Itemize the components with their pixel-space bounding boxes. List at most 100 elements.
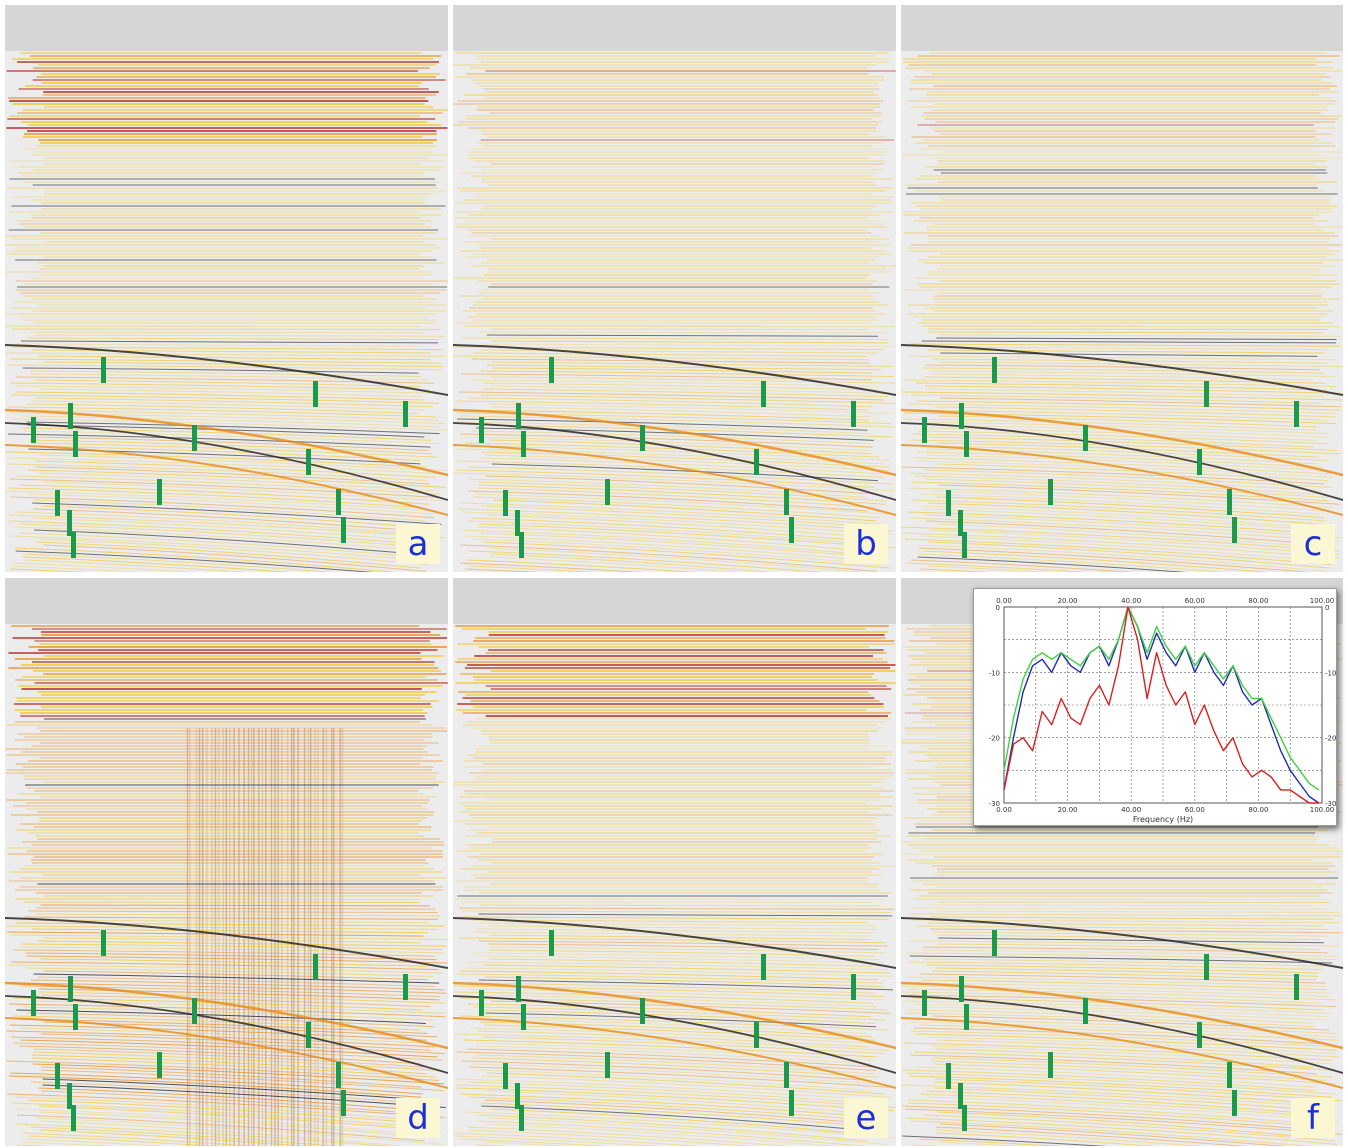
well-marker — [992, 930, 997, 956]
well-marker — [313, 381, 318, 407]
panel-label-c: c — [1291, 524, 1335, 564]
well-marker — [336, 489, 341, 515]
well-marker — [946, 1063, 951, 1089]
well-marker — [67, 510, 72, 536]
well-marker — [1294, 974, 1299, 1000]
seismic-panel-b: b — [453, 5, 896, 572]
x-axis-title: Frequency (Hz) — [1133, 815, 1193, 824]
well-marker — [761, 381, 766, 407]
well-marker — [503, 490, 508, 516]
y-tick-label: -10 — [989, 669, 1000, 677]
well-marker — [605, 1052, 610, 1078]
well-marker — [922, 990, 927, 1016]
well-marker — [192, 998, 197, 1024]
well-marker — [1197, 1022, 1202, 1048]
y-tick-label: -20 — [989, 735, 1000, 743]
well-marker — [31, 990, 36, 1016]
spectrum-series-2 — [1003, 606, 1319, 804]
well-marker — [403, 974, 408, 1000]
well-marker — [1083, 425, 1088, 451]
x-tick-label-top: 40.00 — [1121, 597, 1141, 605]
well-marker — [958, 1083, 963, 1109]
x-tick-label-bottom: 20.00 — [1058, 806, 1078, 814]
seismic-section-e — [453, 578, 896, 1146]
well-marker — [341, 1090, 346, 1116]
well-marker — [479, 990, 484, 1016]
seismic-panel-a: a — [5, 5, 448, 572]
panel-label-b: b — [844, 524, 888, 564]
frequency-spectrum-chart: 0.00 20.00 40.00 60.00 80.00 100.00 0.00 20.00 4… — [973, 588, 1337, 826]
well-marker — [503, 1063, 508, 1089]
well-marker — [851, 974, 856, 1000]
well-marker — [515, 1083, 520, 1109]
well-marker — [1083, 998, 1088, 1024]
well-marker — [959, 403, 964, 429]
well-marker — [964, 431, 969, 457]
seismic-section-a — [5, 5, 448, 572]
well-marker — [761, 954, 766, 980]
well-marker — [157, 479, 162, 505]
well-marker — [516, 976, 521, 1002]
well-marker — [68, 403, 73, 429]
well-marker — [1204, 954, 1209, 980]
well-marker — [962, 1105, 967, 1131]
well-marker — [521, 1004, 526, 1030]
well-marker — [640, 998, 645, 1024]
x-tick-label-top: 100.00 — [1310, 597, 1335, 605]
well-marker — [306, 449, 311, 475]
well-marker — [519, 532, 524, 558]
well-marker — [958, 510, 963, 536]
y-tick-label-right: -20 — [1325, 735, 1336, 743]
x-tick-label-bottom: 60.00 — [1185, 806, 1205, 814]
seismic-section-c — [901, 5, 1343, 572]
well-marker — [789, 1090, 794, 1116]
well-marker — [1232, 1090, 1237, 1116]
seismic-panel-c: c — [901, 5, 1343, 572]
well-marker — [1227, 1062, 1232, 1088]
well-marker — [515, 510, 520, 536]
well-marker — [962, 532, 967, 558]
well-marker — [313, 954, 318, 980]
seismic-panel-d: d — [5, 578, 448, 1146]
x-tick-label-top: 0.00 — [996, 597, 1012, 605]
well-marker — [754, 1022, 759, 1048]
well-marker — [101, 930, 106, 956]
x-tick-label-top: 60.00 — [1185, 597, 1205, 605]
well-marker — [55, 490, 60, 516]
well-marker — [192, 425, 197, 451]
seismic-panel-e: e — [453, 578, 896, 1146]
well-marker — [403, 401, 408, 427]
well-marker — [784, 1062, 789, 1088]
y-tick-label-right: -30 — [1325, 800, 1336, 808]
well-marker — [1204, 381, 1209, 407]
well-marker — [479, 417, 484, 443]
well-marker — [157, 1052, 162, 1078]
well-marker — [71, 1105, 76, 1131]
well-marker — [519, 1105, 524, 1131]
well-marker — [101, 357, 106, 383]
well-marker — [640, 425, 645, 451]
x-tick-label-bottom: 100.00 — [1310, 806, 1335, 814]
x-tick-label-top: 20.00 — [1058, 597, 1078, 605]
seismic-section-b — [453, 5, 896, 572]
well-marker — [1294, 401, 1299, 427]
y-tick-label-right: 0 — [1325, 604, 1329, 612]
well-marker — [789, 517, 794, 543]
well-marker — [1197, 449, 1202, 475]
well-marker — [1232, 517, 1237, 543]
y-tick-label: -30 — [989, 800, 1000, 808]
well-marker — [549, 930, 554, 956]
well-marker — [549, 357, 554, 383]
well-marker — [754, 449, 759, 475]
well-marker — [922, 417, 927, 443]
well-marker — [605, 479, 610, 505]
well-marker — [521, 431, 526, 457]
x-tick-label-bottom: 80.00 — [1248, 806, 1268, 814]
well-marker — [516, 403, 521, 429]
well-marker — [31, 417, 36, 443]
panel-label-a: a — [396, 524, 440, 564]
well-marker — [964, 1004, 969, 1030]
well-marker — [1227, 489, 1232, 515]
well-marker — [1048, 479, 1053, 505]
x-tick-label-bottom: 0.00 — [996, 806, 1012, 814]
